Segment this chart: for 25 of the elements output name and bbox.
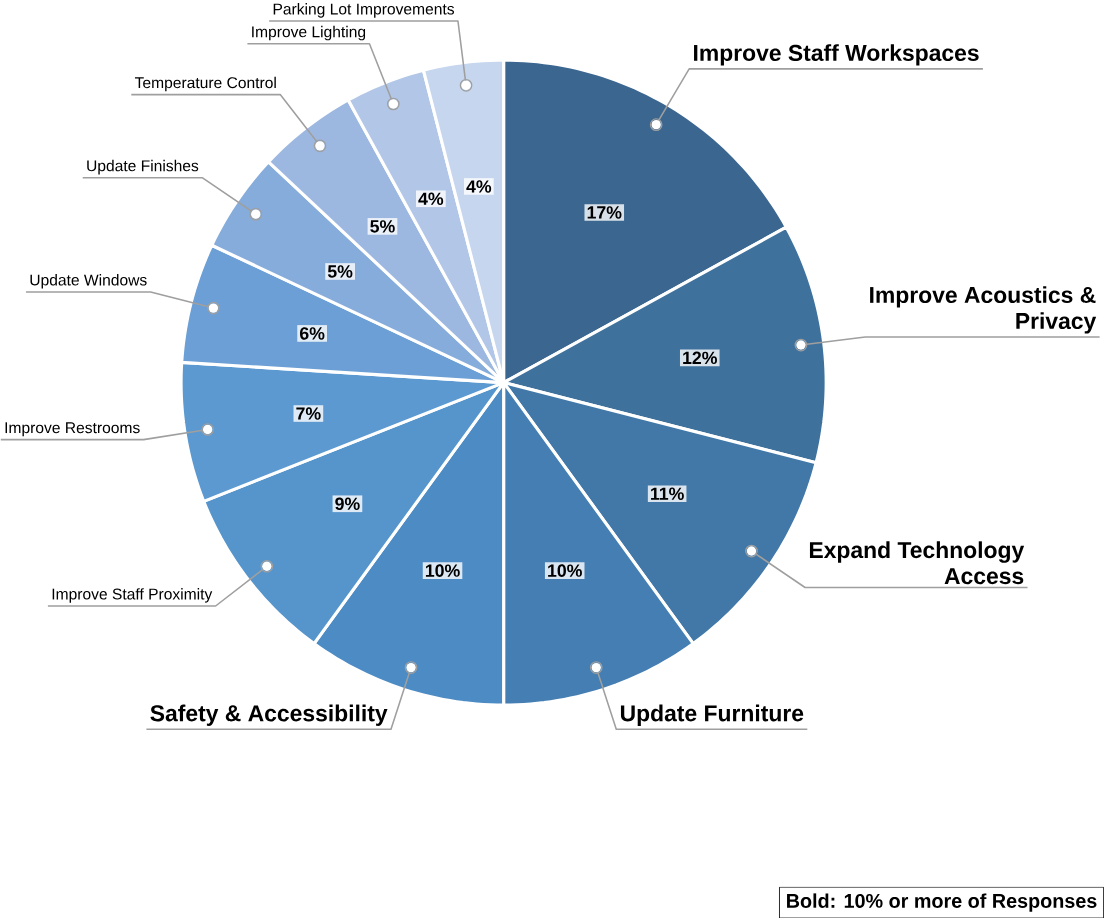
- data-label: 12%: [683, 351, 717, 364]
- slice-label: Expand Technology Access: [809, 541, 1025, 584]
- data-label: 4%: [466, 180, 492, 193]
- data-label: 9%: [335, 497, 360, 510]
- slice-label: Parking Lot Improvements: [273, 2, 455, 18]
- slice-label: Improve Staff Proximity: [52, 587, 213, 603]
- slice-label: Improve Lighting: [252, 25, 366, 41]
- data-label: 5%: [327, 265, 353, 278]
- data-label: 10%: [548, 564, 582, 577]
- slice-label: Update Finishes: [87, 159, 199, 175]
- slice-label: Update Furniture: [620, 704, 804, 726]
- slice-label: Improve Staff Workspaces: [694, 43, 979, 66]
- slice-label: Improve Restrooms: [5, 422, 140, 437]
- text: Bold: 10% or more of Responses: [787, 893, 1097, 912]
- data-label: 7%: [296, 407, 321, 420]
- slice-label: Improve Acoustics & Privacy: [870, 286, 1097, 334]
- data-label: 17%: [587, 205, 622, 219]
- data-label: 11%: [651, 487, 684, 500]
- slice-label: Temperature Control: [134, 76, 276, 92]
- slice-label: Safety & Accessibility: [150, 704, 388, 726]
- data-label: 4%: [418, 192, 444, 205]
- data-label: 6%: [300, 326, 325, 340]
- data-label: 5%: [370, 219, 395, 233]
- data-label: 10%: [425, 564, 460, 577]
- slice-label: Update Windows: [30, 273, 147, 289]
